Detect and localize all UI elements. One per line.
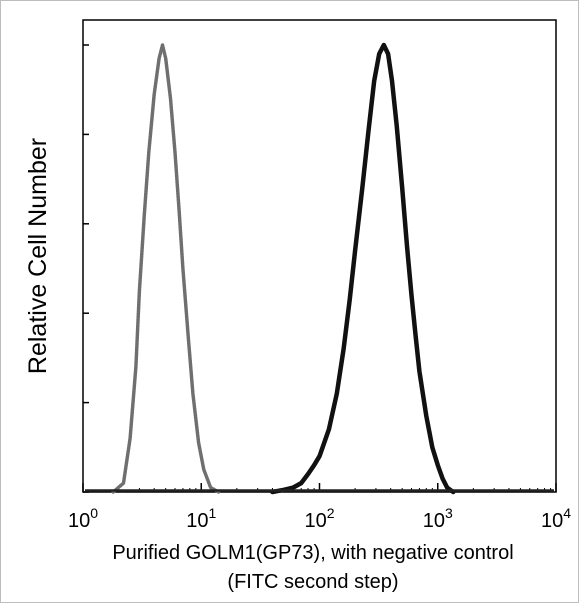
negative-control-histogram: [111, 43, 221, 494]
x-tick-label: 102: [304, 505, 334, 532]
y-axis-label: Relative Cell Number: [24, 138, 52, 374]
x-tick-label: 103: [423, 505, 453, 532]
golm1-histogram: [270, 42, 456, 495]
y-axis-ticks: [83, 44, 89, 493]
x-tick-label: 101: [186, 505, 216, 532]
x-axis-tick-labels: 100 101 102 103 104: [68, 505, 571, 532]
x-axis-label: Purified GOLM1(GP73), with negative cont…: [112, 542, 513, 564]
x-tick-label: 100: [68, 505, 98, 532]
x-axis-label-line2: (FITC second step): [227, 571, 398, 593]
series-group: [85, 42, 554, 495]
x-tick-label: 104: [541, 505, 571, 532]
